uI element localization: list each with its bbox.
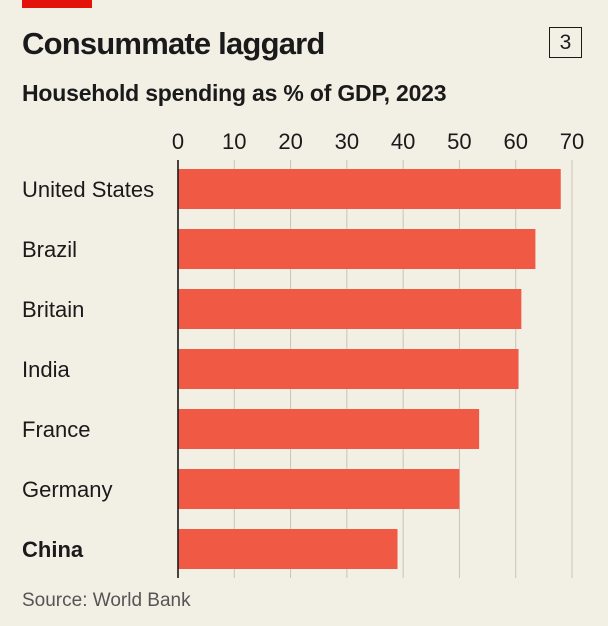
bar-britain [178,289,522,329]
x-tick-label-50: 50 [447,129,471,154]
source-note: Source: World Bank [22,590,191,611]
x-tick-labels: 0 10 20 30 40 50 60 70 [172,129,584,154]
bar-india [178,349,519,389]
bar-germany [178,469,460,509]
x-tick-label-0: 0 [172,129,184,154]
category-label-brazil: Brazil [22,237,77,262]
category-label-united-states: United States [22,177,154,202]
chart-number-badge: 3 [549,27,582,58]
x-tick-label-20: 20 [278,129,302,154]
x-tick-label-10: 10 [222,129,246,154]
bar-brazil [178,229,536,269]
category-label-germany: Germany [22,477,112,502]
brand-accent-tab [22,0,92,8]
x-tick-label-60: 60 [503,129,527,154]
category-label-india: India [22,357,70,382]
category-label-britain: Britain [22,297,84,322]
category-label-china: China [22,537,84,562]
bars [178,169,561,569]
chart-title: Consummate laggard [22,26,325,61]
bar-united-states [178,169,561,209]
bar-china [178,529,398,569]
bar-france [178,409,480,449]
x-tick-label-70: 70 [560,129,584,154]
x-tick-label-30: 30 [335,129,359,154]
chart-subtitle: Household spending as % of GDP, 2023 [22,80,447,106]
x-tick-label-40: 40 [391,129,415,154]
category-labels: United States Brazil Britain India France Ger… [22,177,154,562]
category-label-france: France [22,417,90,442]
